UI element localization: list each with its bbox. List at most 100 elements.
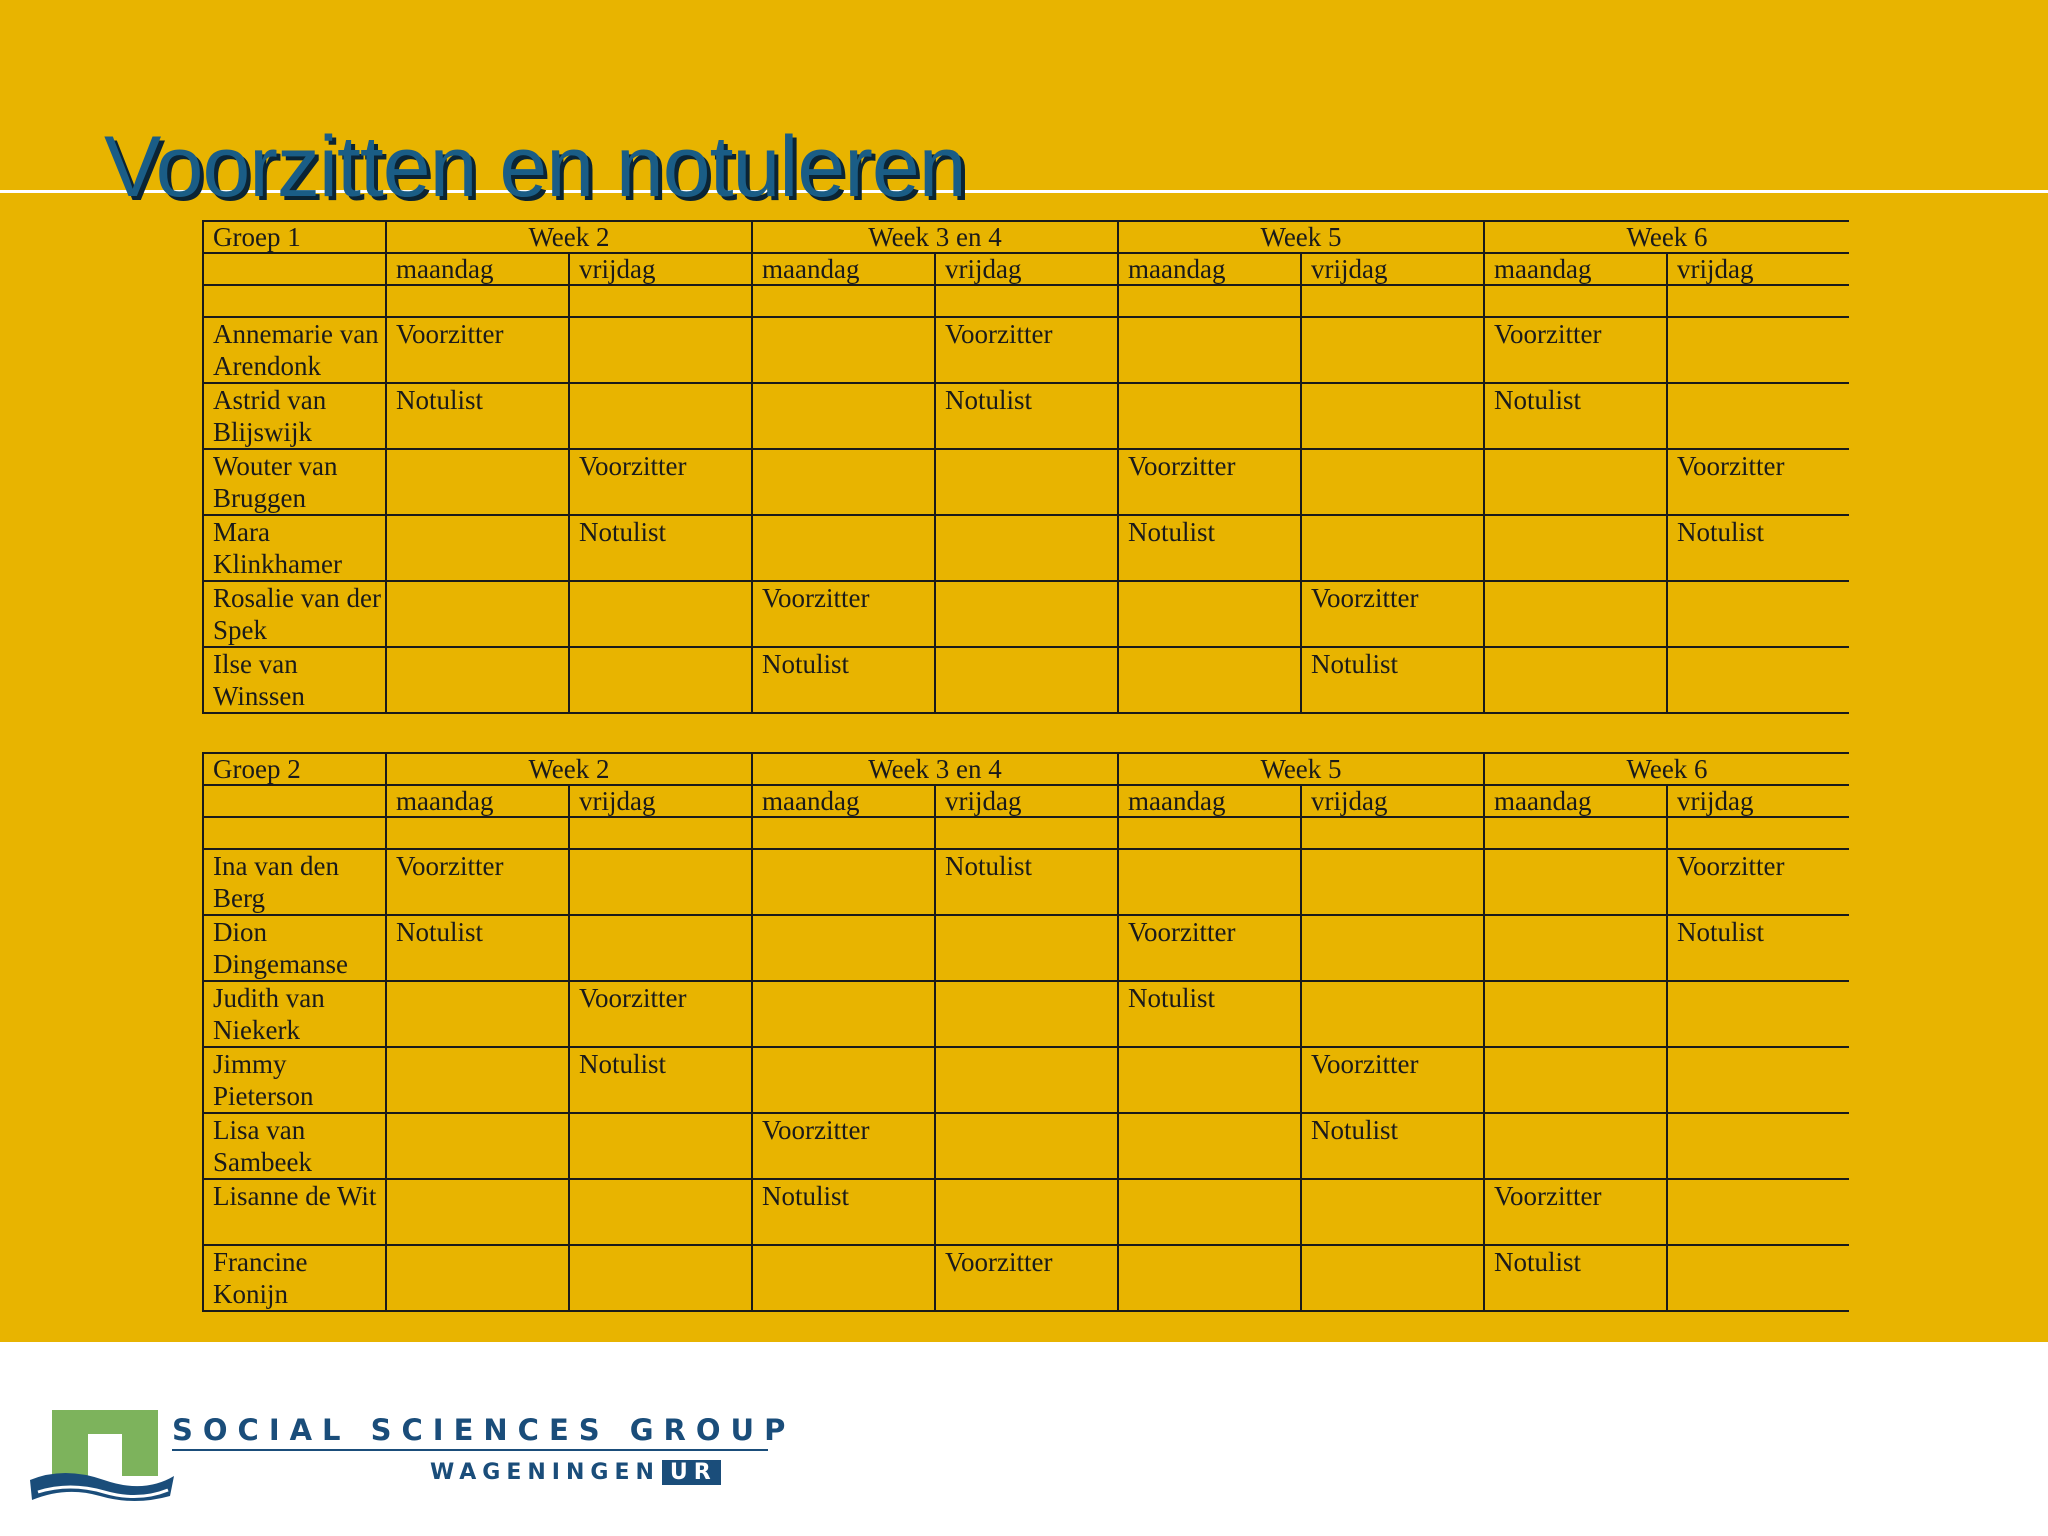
member-name: Lisa van Sambeek: [202, 1112, 386, 1180]
role-cell: [1300, 980, 1485, 1048]
day-header: vrijdag: [1666, 252, 1850, 286]
role-cell: Notulist: [1300, 1112, 1485, 1180]
role-cell: [567, 914, 753, 982]
role-cell: Voorzitter: [1483, 1178, 1668, 1246]
role-cell: [567, 316, 753, 384]
role-cell: Notulist: [751, 646, 936, 714]
day-header: maandag: [385, 784, 569, 818]
table-row: Lisanne de Wit Notulist Voorzitter: [202, 1178, 1850, 1246]
role-cell: Voorzitter: [1117, 914, 1302, 982]
week-header-row: Groep 1 Week 2 Week 3 en 4 Week 5 Week 6: [202, 220, 1850, 254]
member-name: Francine Konijn: [202, 1244, 386, 1312]
empty-cell: [202, 284, 386, 318]
table-row: Mara Klinkhamer Notulist Notulist Notulist: [202, 514, 1850, 582]
role-cell: [1300, 848, 1485, 916]
member-name: Wouter van Bruggen: [202, 448, 386, 516]
empty-cell: [385, 284, 569, 318]
role-cell: [385, 1046, 569, 1114]
role-cell: [934, 580, 1119, 648]
role-cell: [567, 848, 753, 916]
role-cell: [385, 980, 569, 1048]
role-cell: [567, 1244, 753, 1312]
role-cell: [751, 1244, 936, 1312]
role-cell: [751, 1046, 936, 1114]
role-cell: [751, 848, 936, 916]
role-cell: [385, 580, 569, 648]
day-header: vrijdag: [1666, 784, 1850, 818]
role-cell: [1117, 316, 1302, 384]
role-cell: [1117, 1112, 1302, 1180]
day-header: maandag: [1117, 784, 1302, 818]
role-cell: [1666, 1046, 1850, 1114]
empty-cell: [1117, 284, 1302, 318]
role-cell: [934, 448, 1119, 516]
role-cell: Voorzitter: [1300, 580, 1485, 648]
role-cell: [385, 1244, 569, 1312]
empty-cell: [1300, 284, 1485, 318]
role-cell: [567, 382, 753, 450]
day-header: vrijdag: [934, 252, 1119, 286]
role-cell: [385, 1178, 569, 1246]
role-cell: [934, 914, 1119, 982]
role-cell: [1117, 580, 1302, 648]
role-cell: [1666, 646, 1850, 714]
role-cell: [934, 646, 1119, 714]
role-cell: Voorzitter: [934, 316, 1119, 384]
role-cell: [1300, 1244, 1485, 1312]
week-header: Week 2: [384, 752, 753, 786]
week-header: Week 6: [1483, 220, 1850, 254]
role-cell: Voorzitter: [1117, 448, 1302, 516]
member-name: Annemarie van Arendonk: [202, 316, 386, 384]
week-header: Week 5: [1117, 752, 1485, 786]
empty-cell: [567, 284, 753, 318]
empty-cell: [1117, 816, 1302, 850]
member-name: Astrid van Blijswijk: [202, 382, 386, 450]
day-header: maandag: [1483, 252, 1668, 286]
slide-title: Voorzitten en notuleren: [104, 119, 967, 215]
role-cell: [1483, 914, 1668, 982]
empty-cell: [1666, 284, 1850, 318]
role-cell: [934, 1046, 1119, 1114]
role-cell: [751, 914, 936, 982]
role-cell: [1483, 580, 1668, 648]
table-row: Judith van Niekerk Voorzitter Notulist: [202, 980, 1850, 1048]
week-header-row: Groep 2 Week 2 Week 3 en 4 Week 5 Week 6: [202, 752, 1850, 786]
day-header: vrijdag: [1300, 252, 1485, 286]
role-cell: [567, 1112, 753, 1180]
brand-subname: WAGENINGEN UR: [430, 1460, 721, 1485]
day-header: maandag: [751, 252, 936, 286]
role-cell: [1666, 1112, 1850, 1180]
role-cell: Voorzitter: [751, 1112, 936, 1180]
group-name: Groep 2: [202, 752, 386, 786]
role-cell: [1483, 980, 1668, 1048]
day-header: maandag: [1483, 784, 1668, 818]
empty-cell: [1666, 816, 1850, 850]
role-cell: [1483, 848, 1668, 916]
role-cell: [934, 1112, 1119, 1180]
day-header: vrijdag: [567, 784, 753, 818]
role-cell: Voorzitter: [1483, 316, 1668, 384]
role-cell: [1117, 1178, 1302, 1246]
role-cell: Notulist: [1117, 514, 1302, 582]
role-cell: Voorzitter: [1300, 1046, 1485, 1114]
member-name: Mara Klinkhamer: [202, 514, 386, 582]
role-cell: [1300, 316, 1485, 384]
empty-cell: [1483, 816, 1668, 850]
role-cell: Voorzitter: [385, 848, 569, 916]
table-row: Dion Dingemanse Notulist Voorzitter Notulis…: [202, 914, 1850, 982]
role-cell: Voorzitter: [1666, 848, 1850, 916]
empty-cell: [202, 816, 386, 850]
empty-cell: [934, 816, 1119, 850]
role-cell: [1300, 914, 1485, 982]
role-cell: [1666, 980, 1850, 1048]
table-row: Annemarie van Arendonk Voorzitter Voorzitt…: [202, 316, 1850, 384]
empty-cell: [1483, 284, 1668, 318]
table-row: Jimmy Pieterson Notulist Voorzitter: [202, 1046, 1850, 1114]
role-cell: Notulist: [1300, 646, 1485, 714]
role-cell: Voorzitter: [934, 1244, 1119, 1312]
role-cell: [751, 980, 936, 1048]
role-cell: [567, 646, 753, 714]
role-cell: Notulist: [385, 914, 569, 982]
day-header-row: maandag vrijdag maandag vrijdag maandag vrijd…: [202, 252, 1850, 286]
week-header: Week 5: [1117, 220, 1485, 254]
